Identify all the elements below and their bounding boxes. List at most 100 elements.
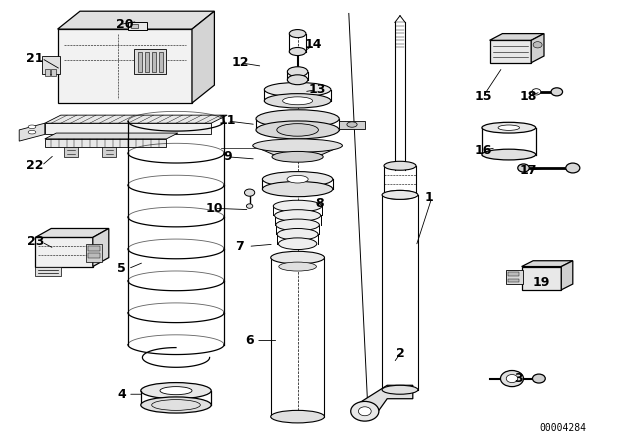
Ellipse shape [551,88,563,96]
Ellipse shape [532,374,545,383]
Text: 14: 14 [305,38,323,52]
Ellipse shape [482,122,536,133]
Bar [145,52,149,72]
Ellipse shape [566,163,580,173]
Ellipse shape [262,172,333,187]
Text: 1: 1 [424,190,433,204]
Bar [138,52,142,72]
Text: 2: 2 [396,347,404,361]
Ellipse shape [264,94,331,108]
Bar [42,56,60,74]
Ellipse shape [264,82,331,97]
Ellipse shape [256,121,339,139]
Ellipse shape [382,385,418,394]
Bar [508,272,519,276]
Ellipse shape [289,30,306,38]
Text: 19: 19 [532,276,550,289]
Ellipse shape [358,407,371,416]
Ellipse shape [532,89,541,95]
Ellipse shape [384,161,416,170]
Bar [88,253,100,258]
Ellipse shape [287,67,308,77]
Text: 21: 21 [26,52,44,65]
Ellipse shape [277,124,319,136]
Ellipse shape [273,200,322,212]
Ellipse shape [518,164,529,172]
Bar [131,24,138,28]
Ellipse shape [382,190,418,199]
Text: 12: 12 [231,56,249,69]
Text: 15: 15 [474,90,492,103]
Ellipse shape [287,176,308,183]
Text: 3: 3 [514,372,523,385]
Polygon shape [355,385,413,417]
Ellipse shape [482,149,536,160]
Ellipse shape [28,125,36,129]
Ellipse shape [278,238,317,250]
Bar [64,147,78,157]
Ellipse shape [246,204,253,208]
Ellipse shape [289,47,306,56]
Ellipse shape [498,125,520,130]
Text: 10: 10 [205,202,223,215]
Ellipse shape [141,397,211,413]
Polygon shape [93,228,109,267]
Text: 4: 4 [117,388,126,401]
Polygon shape [522,261,573,267]
Polygon shape [45,133,178,139]
Polygon shape [58,11,214,29]
Polygon shape [561,261,573,290]
Bar [45,69,50,76]
Bar [134,49,166,74]
Bar [45,123,211,134]
Text: 22: 22 [26,159,44,172]
Text: 5: 5 [117,262,126,276]
Bar [45,139,166,147]
Bar [506,270,523,284]
Polygon shape [490,34,544,40]
Ellipse shape [271,410,324,423]
Text: 11: 11 [218,114,236,128]
Ellipse shape [152,400,200,410]
Text: 18: 18 [519,90,537,103]
Ellipse shape [506,375,518,383]
Ellipse shape [262,181,333,197]
Ellipse shape [271,251,324,264]
Bar [35,237,93,267]
Ellipse shape [272,151,323,162]
Bar [128,22,147,30]
Bar [159,52,163,72]
Ellipse shape [141,383,211,399]
Polygon shape [192,11,214,103]
Ellipse shape [500,370,524,387]
Polygon shape [339,121,365,129]
Ellipse shape [533,42,542,48]
Text: 23: 23 [26,235,44,249]
Ellipse shape [351,401,379,421]
Ellipse shape [244,189,255,196]
Polygon shape [253,146,342,157]
Text: 6: 6 [245,334,254,347]
Text: 17: 17 [519,164,537,177]
Ellipse shape [384,190,416,199]
Bar [58,29,192,103]
Ellipse shape [160,387,192,395]
Bar [88,246,100,251]
Bar [35,267,61,276]
Ellipse shape [28,130,36,134]
Ellipse shape [277,228,318,240]
Ellipse shape [256,110,339,128]
Ellipse shape [279,262,316,271]
Ellipse shape [253,139,342,152]
Text: 20: 20 [116,18,134,31]
Ellipse shape [287,75,308,85]
Text: 13: 13 [308,83,326,96]
Bar [152,52,156,72]
Bar [508,279,519,282]
Text: 8: 8 [316,197,324,211]
Polygon shape [45,115,227,123]
Polygon shape [35,228,109,237]
Text: 7: 7 [236,240,244,253]
Bar [102,147,116,157]
Text: 00004284: 00004284 [540,423,587,433]
